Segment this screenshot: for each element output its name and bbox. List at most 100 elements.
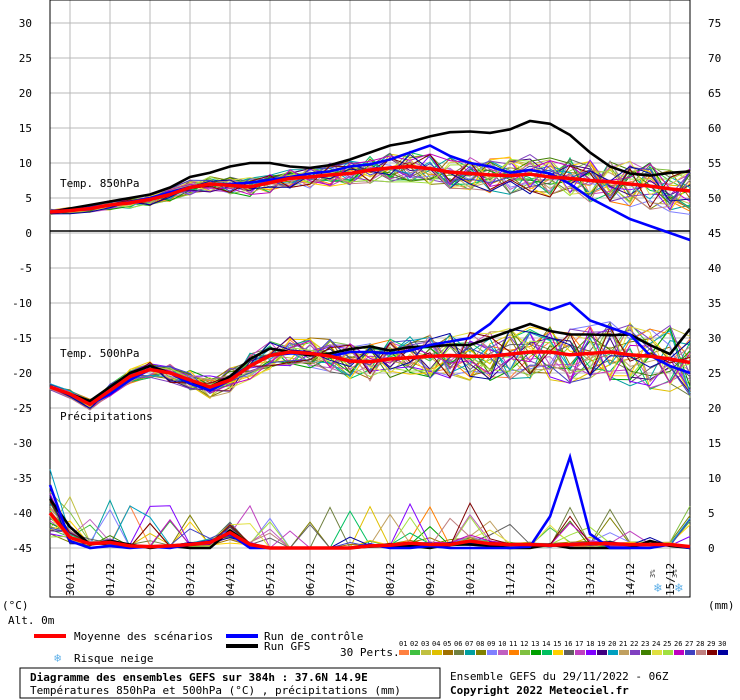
perturbation-line-t500: [49, 327, 691, 407]
date-label: 08/12: [384, 563, 397, 596]
pert-legend-swatch: [597, 650, 607, 655]
pert-legend-swatch: [685, 650, 695, 655]
left-tick-label: -10: [12, 297, 32, 310]
panel-label-t500: Temp. 500hPa: [60, 347, 139, 360]
left-tick-label: 15: [19, 122, 32, 135]
main-series-lines: [48, 119, 692, 550]
pert-legend-number: 12: [520, 640, 528, 648]
pert-legend-number: 01: [399, 640, 407, 648]
chart-subtitle: Températures 850hPa et 500hPa (°C) , pré…: [30, 684, 401, 697]
copyright: Copyright 2022 Meteociel.fr: [450, 684, 629, 697]
right-tick-label: 60: [708, 122, 721, 135]
right-tick-label: 50: [708, 192, 721, 205]
snow-risk-markers: 3% ❄ 3% ❄: [649, 569, 683, 596]
panel-label-t850: Temp. 850hPa: [60, 177, 139, 190]
pert-legend-number: 04: [432, 640, 440, 648]
right-tick-label: 45: [708, 227, 721, 240]
legend-snow-label: Risque neige: [74, 652, 153, 665]
pert-legend-number: 27: [685, 640, 693, 648]
pert-legend-number: 08: [476, 640, 484, 648]
pert-legend-number: 11: [509, 640, 517, 648]
left-tick-label: -5: [19, 262, 32, 275]
perturbation-line-t500: [49, 329, 691, 411]
pert-legend-swatch: [487, 650, 497, 655]
perturbation-line-t500: [49, 327, 691, 408]
pert-legend-swatch: [410, 650, 420, 655]
perturbation-line-t500: [49, 326, 691, 409]
right-tick-label: 70: [708, 52, 721, 65]
pert-legend-swatch: [399, 650, 409, 655]
pert-legend-swatch: [696, 650, 706, 655]
pert-legend-swatch: [520, 650, 530, 655]
pert-legend-swatch: [674, 650, 684, 655]
pert-legend-number: 16: [564, 640, 572, 648]
right-tick-label: 0: [708, 542, 715, 555]
series-line-precip: [48, 511, 691, 550]
pert-legend-number: 30: [718, 640, 726, 648]
pert-legend-swatch: [652, 650, 662, 655]
pert-legend-swatch: [443, 650, 453, 655]
date-label: 02/12: [144, 563, 157, 596]
legend-control-label: Run de contrôle: [264, 630, 363, 643]
pert-legend-number: 15: [553, 640, 561, 648]
title-box: [19, 667, 441, 699]
left-axis-unit: (°C): [2, 599, 29, 612]
left-tick-label: -35: [12, 472, 32, 485]
chart-title: Diagramme des ensembles GEFS sur 384h : …: [30, 671, 368, 684]
pert-legend-swatch: [608, 650, 618, 655]
pert-legend-number: 07: [465, 640, 473, 648]
right-tick-label: 15: [708, 437, 721, 450]
pert-legend-number: 05: [443, 640, 451, 648]
left-tick-label: 0: [25, 227, 32, 240]
series-line-t850: [49, 164, 691, 214]
series-line-t500: [49, 350, 691, 407]
pert-legend-swatch: [586, 650, 596, 655]
date-label: 09/12: [424, 563, 437, 596]
pert-legend-number: 28: [696, 640, 704, 648]
right-tick-label: 5: [708, 507, 715, 520]
right-tick-label: 10: [708, 472, 721, 485]
left-tick-label: -15: [12, 332, 32, 345]
date-label: 01/12: [104, 563, 117, 596]
legend-gfs-label: Run GFS: [264, 640, 310, 653]
perturbation-legend: 01 02 03 04 05 06 07 08 09 10 11 12 13 14 15 16 17 18 19 20…: [399, 640, 728, 655]
right-tick-label: 35: [708, 297, 721, 310]
date-label: 10/12: [464, 563, 477, 596]
legend-mean-swatch: [34, 634, 66, 638]
perturbation-line-t850: [49, 161, 691, 212]
left-tick-label: -25: [12, 402, 32, 415]
date-axis-labels: 30/11 01/12 02/12 03/12 04/12 05/12 06/12 07/12…: [64, 563, 677, 596]
pert-legend-number: 29: [707, 640, 715, 648]
left-tick-label: -30: [12, 437, 32, 450]
right-tick-label: 30: [708, 332, 721, 345]
pert-legend-number: 22: [630, 640, 638, 648]
right-tick-label: 25: [708, 367, 721, 380]
pert-legend-number: 23: [641, 640, 649, 648]
pert-legend-number: 13: [531, 640, 539, 648]
date-label: 11/12: [504, 563, 517, 596]
date-label: 15/12: [664, 563, 677, 596]
pert-legend-swatch: [531, 650, 541, 655]
pert-legend-number: 21: [619, 640, 627, 648]
pert-legend-number: 02: [410, 640, 418, 648]
pert-legend-swatch: [421, 650, 431, 655]
pert-legend-number: 20: [608, 640, 616, 648]
right-tick-label: 40: [708, 262, 721, 275]
left-tick-label: -40: [12, 507, 32, 520]
pert-legend-swatch: [641, 650, 651, 655]
legend-mean-label: Moyenne des scénarios: [74, 630, 213, 643]
right-tick-label: 55: [708, 157, 721, 170]
left-tick-label: -45: [12, 542, 32, 555]
snowflake-icon: ❄: [653, 581, 662, 596]
left-tick-label: 5: [25, 192, 32, 205]
vertical-grid: [69, 0, 671, 597]
date-label: 07/12: [344, 563, 357, 596]
legend-perts-label: 30 Perts.: [340, 646, 400, 659]
pert-legend-swatch: [619, 650, 629, 655]
pert-legend-number: 19: [597, 640, 605, 648]
pert-legend-swatch: [575, 650, 585, 655]
left-axis-ticks: 30 25 20 15 10 5 0 -5 -10 -15 -20 -25 -30 -35 -40 -45: [12, 17, 32, 555]
pert-legend-swatch: [542, 650, 552, 655]
date-label: 30/11: [64, 563, 77, 596]
